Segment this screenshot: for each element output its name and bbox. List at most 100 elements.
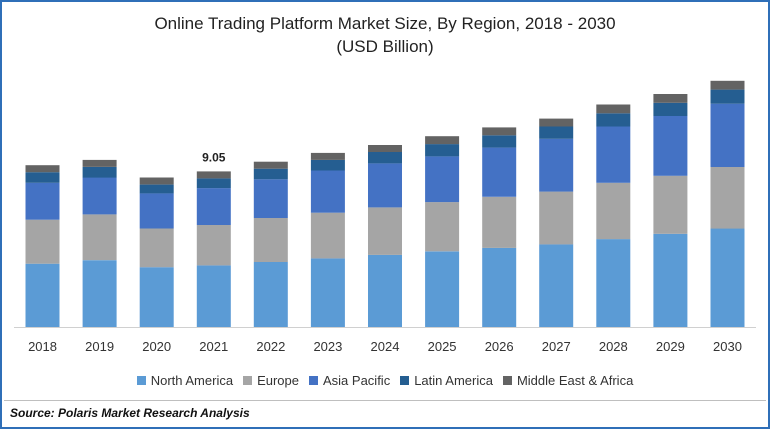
x-tick-label-2023: 2023: [313, 339, 342, 354]
bar-segment-2027-asia-pacific: [539, 138, 574, 192]
data-label-2021: 9.05: [202, 150, 226, 164]
bar-segment-2023-middle-east-africa: [310, 152, 345, 160]
bar-segment-2029-asia-pacific: [653, 116, 688, 176]
legend-swatch: [400, 376, 410, 385]
bar-segment-2022-asia-pacific: [253, 179, 288, 218]
x-tick-label-2028: 2028: [599, 339, 628, 354]
bar-segment-2026-asia-pacific: [482, 147, 517, 197]
bar-segment-2020-middle-east-africa: [139, 177, 174, 185]
bar-segment-2019-europe: [82, 214, 117, 261]
bar-segment-2029-latin-america: [653, 102, 688, 116]
x-tick-label-2025: 2025: [428, 339, 457, 354]
bar-segment-2027-latin-america: [539, 126, 574, 139]
bar-segment-2025-europe: [425, 202, 460, 252]
bar-segment-2023-europe: [310, 212, 345, 259]
bar-segment-2024-north-america: [368, 254, 402, 327]
bar-segment-2026-middle-east-africa: [482, 127, 517, 136]
x-tick-label-2030: 2030: [713, 339, 742, 354]
bar-segment-2021-latin-america: [196, 178, 231, 189]
bar-segment-2023-north-america: [310, 258, 345, 327]
bar-segment-2029-middle-east-africa: [653, 94, 688, 103]
bar-segment-2020-europe: [139, 228, 174, 268]
bar-segment-2021-europe: [196, 225, 231, 266]
chart-title-text: Online Trading Platform Market Size, By …: [154, 14, 616, 33]
bar-segment-2020-north-america: [139, 267, 174, 327]
bar-segment-2023-latin-america: [310, 159, 345, 171]
bar-segment-2030-asia-pacific: [710, 103, 745, 167]
legend-label: Middle East & Africa: [516, 373, 634, 388]
bar-segment-2024-latin-america: [368, 152, 402, 164]
bar-segment-2019-asia-pacific: [82, 177, 117, 215]
x-tick-label-2027: 2027: [542, 339, 571, 354]
x-tick-label-2020: 2020: [142, 339, 171, 354]
bar-segment-2026-latin-america: [482, 135, 517, 148]
bar-segment-2026-north-america: [482, 247, 517, 327]
bar-segment-2019-latin-america: [82, 167, 117, 178]
bar-segment-2025-latin-america: [425, 144, 460, 157]
bar-segment-2021-north-america: [196, 265, 231, 327]
legend-item-europe: Europe: [243, 373, 299, 388]
bar-segment-2019-north-america: [82, 260, 117, 327]
bar-segment-2028-north-america: [596, 239, 631, 327]
bar-segment-2022-north-america: [253, 261, 288, 327]
bar-segment-2028-asia-pacific: [596, 126, 631, 183]
x-tick-label-2024: 2024: [371, 339, 400, 354]
bar-segment-2027-europe: [539, 191, 574, 245]
bar-segment-2030-europe: [710, 167, 745, 229]
legend-label: Asia Pacific: [323, 373, 391, 388]
bar-segment-2026-europe: [482, 196, 517, 248]
x-tick-label-2018: 2018: [28, 339, 57, 354]
bar-segment-2028-europe: [596, 182, 631, 240]
legend-label: Latin America: [414, 373, 493, 388]
bar-segment-2018-europe: [25, 219, 60, 264]
legend-item-latin-america: Latin America: [400, 373, 493, 388]
legend-label: Europe: [257, 373, 299, 388]
bar-segment-2022-middle-east-africa: [253, 161, 288, 169]
bar-segment-2023-asia-pacific: [310, 170, 345, 213]
source-divider: [4, 400, 766, 401]
bar-segment-2021-middle-east-africa: [196, 171, 231, 179]
bar-segment-2022-latin-america: [253, 168, 288, 180]
bar-segment-2018-asia-pacific: [25, 182, 60, 220]
x-tick-label-2022: 2022: [256, 339, 285, 354]
bar-segment-2020-latin-america: [139, 184, 174, 194]
bar-segment-2021-asia-pacific: [196, 188, 231, 225]
legend-item-middle-east-africa: Middle East & Africa: [502, 373, 634, 388]
bar-segment-2024-middle-east-africa: [368, 145, 402, 152]
bar-segment-2028-middle-east-africa: [596, 104, 631, 114]
bar-segment-2025-middle-east-africa: [425, 136, 460, 145]
bar-segment-2029-north-america: [653, 233, 688, 327]
bar-segment-2020-asia-pacific: [139, 193, 174, 229]
x-tick-label-2021: 2021: [199, 339, 228, 354]
bar-segment-2025-asia-pacific: [425, 156, 460, 203]
legend-item-asia-pacific: Asia Pacific: [309, 373, 390, 388]
bar-segment-2018-latin-america: [25, 172, 60, 183]
bar-segment-2030-north-america: [710, 228, 745, 327]
bar-segment-2018-middle-east-africa: [25, 165, 60, 173]
legend-swatch: [136, 376, 146, 385]
x-tick-label-2019: 2019: [85, 339, 114, 354]
bar-segment-2027-middle-east-africa: [539, 118, 574, 127]
x-tick-label-2029: 2029: [656, 339, 685, 354]
source-note: Source: Polaris Market Research Analysis: [10, 406, 250, 420]
bar-segment-2025-north-america: [425, 251, 460, 327]
bar-segment-2029-europe: [653, 175, 688, 234]
x-tick-label-2026: 2026: [485, 339, 514, 354]
chart-legend: North America Europe Asia Pacific Latin Ame…: [2, 373, 768, 388]
bar-segment-2027-north-america: [539, 244, 574, 327]
bar-segment-2022-europe: [253, 218, 288, 262]
bar-segment-2024-asia-pacific: [368, 163, 402, 208]
bar-segment-2030-middle-east-africa: [710, 80, 745, 90]
legend-swatch: [243, 376, 253, 385]
bar-segment-2018-north-america: [25, 263, 60, 327]
bar-segment-2024-europe: [368, 207, 402, 255]
chart-title: Online Trading Platform Market Size, By …: [2, 12, 768, 58]
bar-segment-2019-middle-east-africa: [82, 159, 117, 167]
stacked-bar-chart: 2018 2019 2020 9.05 2021 2022 2023 2024 2025 2026…: [14, 80, 756, 354]
bar-segment-2030-latin-america: [710, 89, 745, 104]
chart-subtitle: (USD Billion): [336, 37, 434, 56]
legend-label: North America: [150, 373, 234, 388]
bar-segment-2028-latin-america: [596, 113, 631, 127]
legend-item-north-america: North America: [136, 373, 234, 388]
